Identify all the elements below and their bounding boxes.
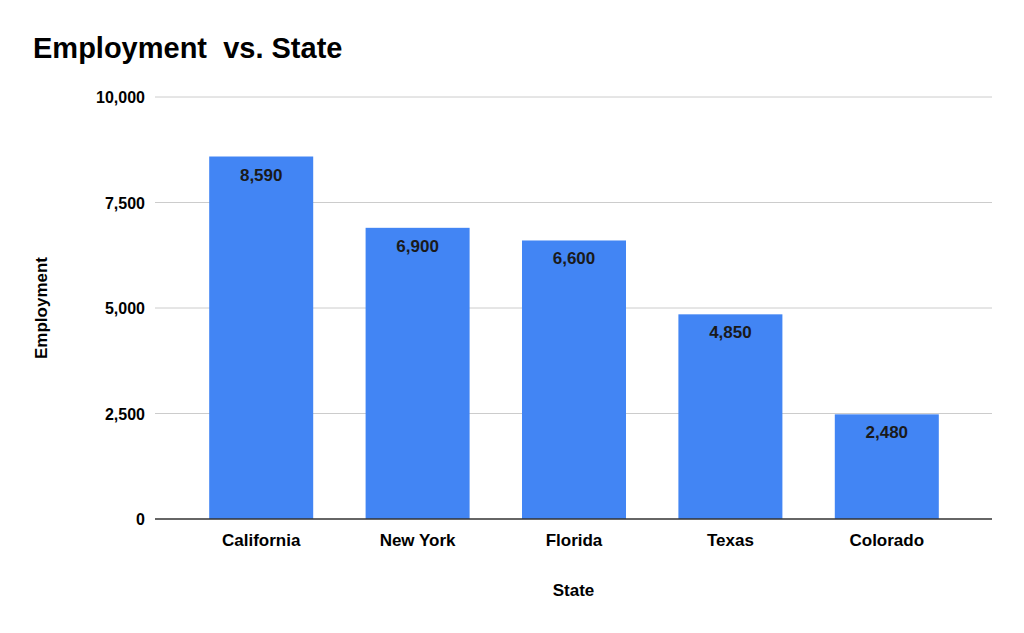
bar [209,157,313,519]
y-tick-label: 7,500 [105,195,145,212]
x-tick-label: Florida [546,531,603,550]
y-tick-labels: 0 2,500 5,000 7,500 10,000 [96,89,145,528]
data-labels: 8,590 6,900 6,600 4,850 2,480 [240,166,908,443]
data-label: 4,850 [709,323,752,342]
chart-container: Employment vs. State 0 2,500 5,000 7,500 10,0… [0,0,1024,633]
chart-title: Employment vs. State [33,32,342,64]
page: {"chart_data": {"type": "bar", "title": … [0,0,1024,633]
x-tick-label: New York [380,531,456,550]
data-label: 2,480 [866,423,909,442]
y-tick-label: 5,000 [105,300,145,317]
y-tick-label: 10,000 [96,89,145,106]
bars [209,157,939,519]
y-axis-title: Employment [32,257,51,359]
x-tick-label: Texas [707,531,754,550]
x-axis-title: State [553,581,595,600]
bar [835,414,939,519]
y-tick-label: 2,500 [105,406,145,423]
data-label: 6,900 [396,237,439,256]
grid-line [155,97,992,98]
y-tick-label: 0 [136,511,145,528]
x-tick-label: California [222,531,301,550]
bar [522,240,626,519]
data-label: 8,590 [240,166,283,185]
data-label: 6,600 [553,249,596,268]
bar [678,314,782,519]
x-tick-label: Colorado [849,531,924,550]
chart-svg: Employment vs. State 0 2,500 5,000 7,500 10,0… [0,0,1024,633]
x-tick-labels: California New York Florida Texas Colorado [222,531,924,550]
x-axis-line [155,518,992,520]
bar [366,228,470,519]
